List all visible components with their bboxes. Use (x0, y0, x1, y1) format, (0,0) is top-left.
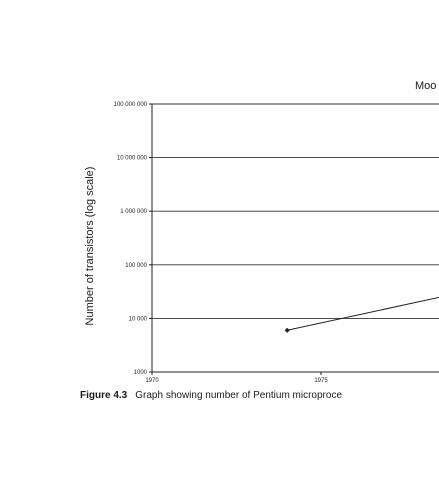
x-tick-label: 1975 (314, 378, 328, 384)
y-tick-layer: 1000 10 000 100 000 1 000 000 10 000 000 100 … (114, 102, 152, 376)
y-tick-label: 10 000 (129, 316, 148, 322)
x-tick-label: 1970 (145, 378, 159, 384)
x-tick-layer: 1970197519801985 (145, 372, 328, 384)
caption-figure-number: Figure 4.3 (80, 390, 128, 401)
series-layer (284, 296, 439, 333)
figure-caption: Figure 4.3 Graph showing number of Pentiu… (80, 390, 342, 401)
y-tick-label: 100 000 000 (114, 102, 148, 108)
y-tick-label: 10 000 000 (117, 156, 148, 162)
series-line (287, 296, 439, 331)
caption-text: Graph showing number of Pentium micropro… (135, 390, 343, 401)
y-tick-label: 100 000 (125, 263, 147, 269)
y-tick-label: 1000 (134, 370, 148, 376)
data-point (284, 327, 290, 333)
axis-layer (151, 104, 439, 373)
y-tick-label: 1 000 000 (120, 209, 147, 215)
chart-title: Moo (415, 80, 437, 92)
y-axis-label: Number of transistors (log scale) (84, 166, 96, 326)
grid-layer (152, 103, 439, 319)
